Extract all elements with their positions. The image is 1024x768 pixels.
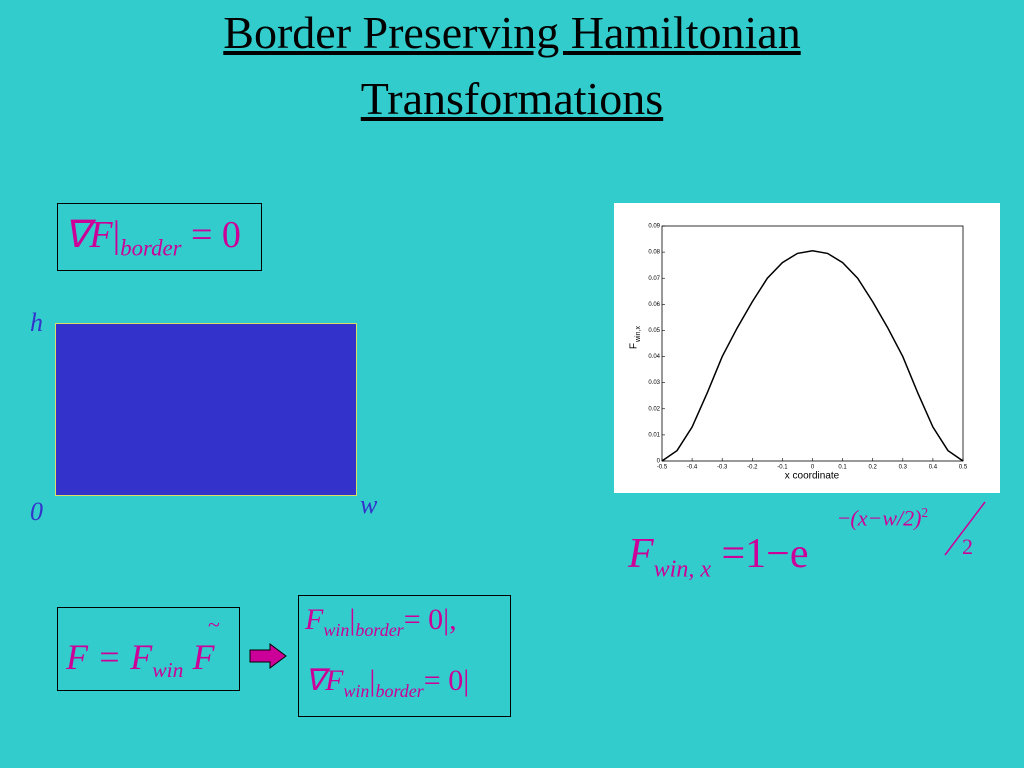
domain-rect: [55, 323, 357, 496]
eq-part: ∇F: [64, 214, 113, 256]
fact-sub: win: [152, 658, 184, 683]
label-h: h: [30, 308, 43, 337]
condition: ∇Fwin|border= 0|: [305, 663, 469, 702]
x-tick-label: 0.2: [869, 465, 878, 471]
plot: x coordinate F win,x -0.5 -0.4 -0.3 -0.2 -0.…: [614, 203, 1000, 493]
y-tick-label: 0.05: [648, 328, 660, 334]
y-label-group: F win,x: [629, 326, 642, 350]
y-tick-label: 0.08: [648, 250, 660, 256]
y-label: F: [629, 343, 640, 349]
plot-background: [614, 203, 1000, 493]
factorization: F = Fwin F: [66, 636, 214, 683]
cond-part: F: [305, 603, 324, 636]
window-exponent: −(x−w/2)2: [838, 505, 928, 531]
label-origin: 0: [30, 497, 43, 526]
x-tick-label: 0.1: [838, 465, 847, 471]
wf-part: F: [628, 531, 654, 577]
x-tick-label: 0: [811, 465, 815, 471]
x-tick-label: -0.4: [687, 465, 698, 471]
y-label-sub: win,x: [635, 326, 642, 343]
fact-part: F = F: [66, 637, 153, 677]
equation: ∇F|border = 0: [64, 214, 241, 261]
fraction-slash: [944, 501, 986, 556]
window-formula: Fwin, x =1−e: [628, 530, 809, 583]
x-tick-label: -0.5: [657, 465, 668, 471]
y-tick-label: 0.07: [648, 276, 660, 282]
window-denominator: 2: [962, 534, 973, 559]
equation-box: [298, 595, 511, 717]
eq-part: = 0: [190, 214, 241, 256]
cond-sub: border: [355, 620, 404, 640]
equation-box: [57, 203, 262, 271]
eq-sub: border: [120, 235, 182, 261]
wf-sub: win, x: [653, 556, 711, 583]
cond-sub: win: [343, 681, 370, 701]
wf-exp: (x−w/2): [850, 505, 922, 531]
label-w: w: [360, 490, 378, 519]
cond-part: |: [369, 664, 376, 697]
y-tick-label: 0.09: [648, 224, 660, 230]
tilde: ~: [208, 612, 220, 637]
series-line: [661, 250, 964, 462]
cond-part: |: [349, 603, 356, 636]
x-label: x coordinate: [785, 471, 840, 482]
wf-exp: 2: [921, 505, 929, 520]
condition: Fwin|border= 0|,: [305, 603, 457, 641]
title-line: Transformations: [360, 73, 664, 124]
cond-part: = 0|,: [403, 603, 457, 636]
x-tick-label: 0.3: [899, 465, 908, 471]
y-tick-label: 0.04: [648, 354, 660, 360]
wf-part: =1−e: [721, 531, 809, 577]
equation-box: [57, 607, 240, 691]
arrow: [249, 643, 287, 669]
y-tick-label: 0.02: [648, 406, 660, 412]
y-tick-label: 0.03: [648, 380, 660, 386]
x-tick-label: -0.1: [777, 465, 788, 471]
wf-exp: −: [838, 505, 851, 531]
cond-sub: win: [323, 620, 350, 640]
y-tick-label: 0.01: [648, 432, 660, 438]
x-tick-label: 0.4: [929, 465, 938, 471]
cond-sub: border: [375, 681, 424, 701]
title-line: Border Preserving Hamiltonian: [223, 7, 801, 58]
cond-part: = 0|: [423, 664, 470, 697]
y-tick-label: 0: [657, 459, 661, 465]
x-tick-label: -0.2: [747, 465, 758, 471]
fact-part: F: [192, 637, 215, 677]
y-tick-label: 0.06: [648, 302, 660, 308]
x-tick-label: -0.3: [717, 465, 728, 471]
x-tick-label: 0.5: [959, 465, 968, 471]
cond-part: ∇F: [305, 664, 344, 697]
